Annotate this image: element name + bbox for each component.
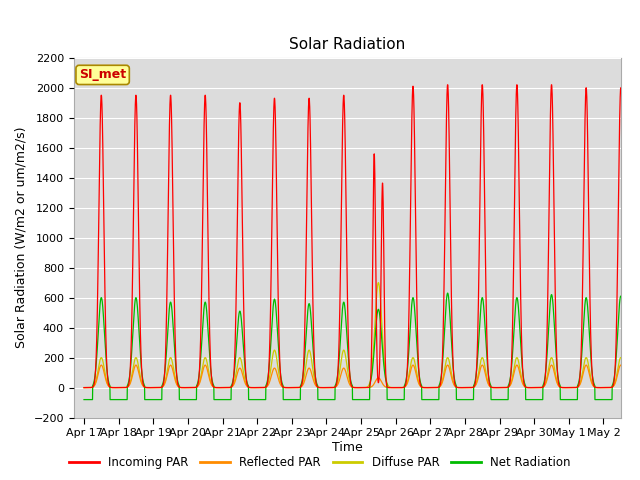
Legend: Incoming PAR, Reflected PAR, Diffuse PAR, Net Radiation: Incoming PAR, Reflected PAR, Diffuse PAR… (65, 452, 575, 474)
Title: Solar Radiation: Solar Radiation (289, 37, 405, 52)
Text: SI_met: SI_met (79, 68, 126, 82)
X-axis label: Time: Time (332, 441, 363, 454)
Y-axis label: Solar Radiation (W/m2 or um/m2/s): Solar Radiation (W/m2 or um/m2/s) (15, 127, 28, 348)
